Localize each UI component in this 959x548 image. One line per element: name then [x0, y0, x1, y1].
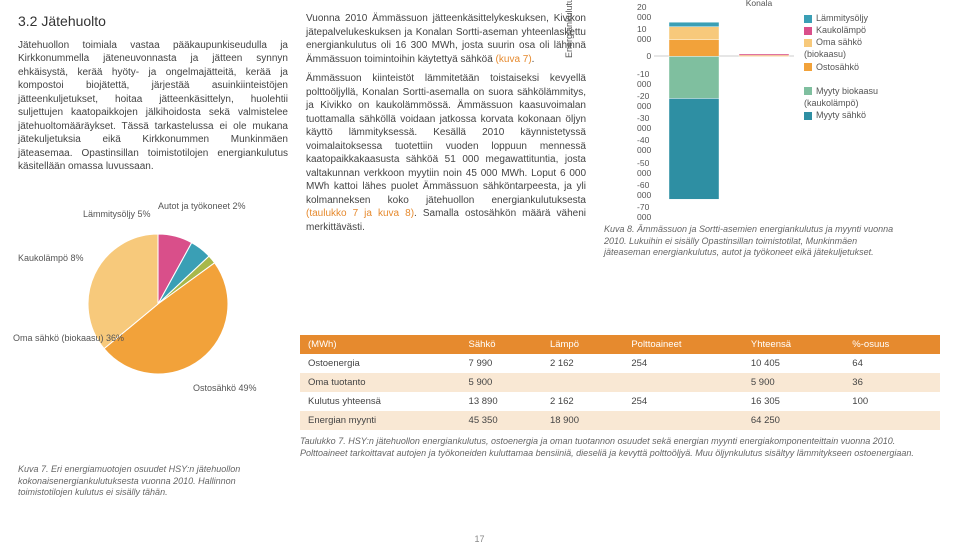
bar-chart: Ämmässuo Kivikko ja Konala 20 00010 0000… [654, 12, 794, 212]
bar-head-kivikko: Kivikko ja Konala [729, 0, 789, 8]
paragraph-2: Vuonna 2010 Ämmässuon jätteenkäsittelyke… [306, 12, 586, 66]
figure7-caption: Kuva 7. Eri energiamuotojen osuudet HSY:… [18, 464, 258, 499]
energy-table: (MWh)SähköLämpöPolttoaineetYhteensä%-osu… [300, 335, 940, 459]
bar-legend: LämmitysöljyKaukolämpöOma sähkö (biokaas… [804, 12, 904, 212]
pie-label-ostosahko: Ostosähkö 49% [193, 384, 257, 394]
figure8-caption: Kuva 8. Ämmässuon ja Sortti-asemien ener… [604, 224, 904, 259]
section-heading: 3.2 Jätehuolto [18, 12, 288, 31]
bar-ylabel: Energiankulutus ja -myynti (MWh) [564, 0, 574, 58]
pie-label-omasahko: Oma sähkö (biokaasu) 36% [13, 334, 124, 344]
pie-label-autot: Autot ja työkoneet 2% [158, 202, 246, 212]
pie-label-kaukolampo: Kaukolämpö 8% [18, 254, 84, 264]
table7-caption: Taulukko 7. HSY:n jätehuollon energianku… [300, 436, 940, 459]
pie-label-lammitysoljy: Lämmitysöljy 5% [83, 210, 151, 220]
paragraph-1: Jätehuollon toimiala vastaa pääkaupunkis… [18, 39, 288, 174]
paragraph-3: Ämmässuon kiinteistöt lämmitetään toista… [306, 72, 586, 234]
page-number: 17 [474, 534, 484, 544]
pie-chart: Kaukolämpö 8% Lämmitysöljy 5% Autot ja t… [48, 204, 258, 414]
